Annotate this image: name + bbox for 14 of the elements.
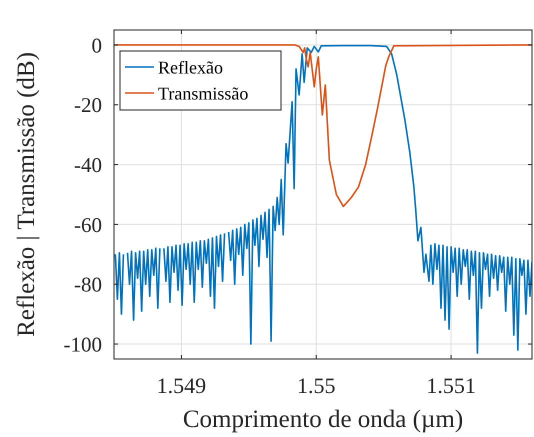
y-tick-label: -100 (64, 332, 102, 356)
x-axis-title: Comprimento de onda (µm) (182, 406, 464, 433)
y-tick-label: 0 (92, 33, 102, 58)
y-tick-label: -80 (74, 272, 102, 297)
y-tick-label: -40 (74, 152, 102, 177)
y-tick-label: -60 (74, 212, 102, 237)
x-tick-label: 1.549 (156, 373, 206, 398)
line-series (114, 44, 532, 208)
x-tick-label: 1.55 (297, 373, 336, 398)
legend-label: Reflexão (158, 57, 223, 78)
y-tick-label: -20 (74, 93, 102, 118)
y-axis-title: Reflexão | Transmissão (dB) (13, 52, 40, 337)
legend-label: Transmissão (158, 83, 248, 104)
x-tick-label: 1.551 (426, 373, 476, 398)
